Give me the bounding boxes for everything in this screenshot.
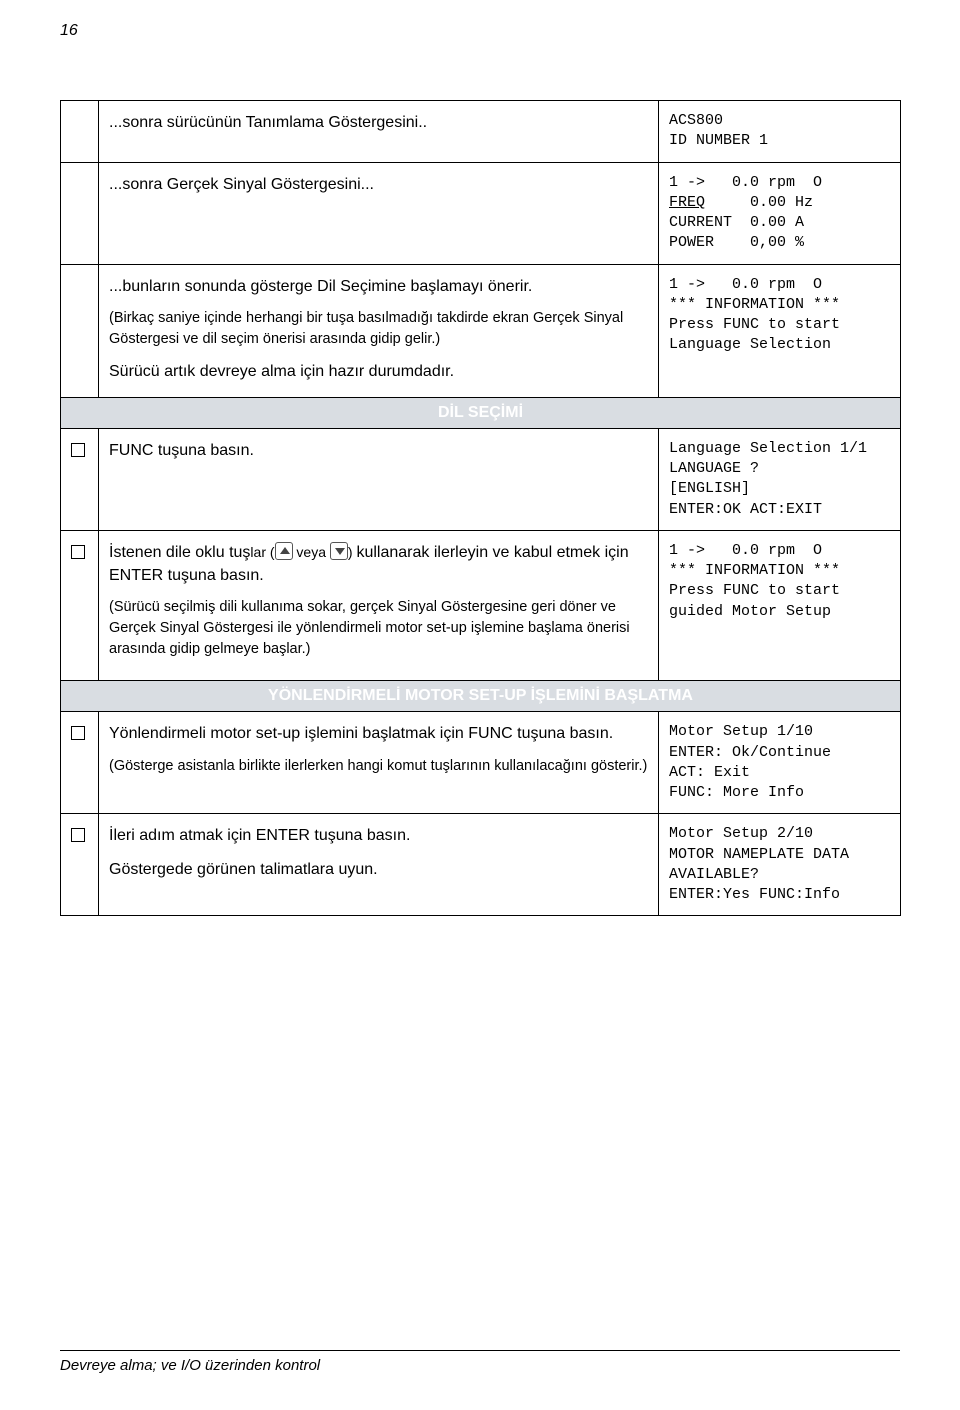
footer-text: Devreye alma; ve I/O üzerinden kontrol	[60, 1350, 900, 1374]
content-area: ...sonra sürücünün Tanımlama Göstergesin…	[60, 100, 900, 916]
checkbox-icon	[71, 828, 85, 842]
checkbox-icon	[71, 545, 85, 559]
checkbox-cell	[61, 814, 99, 916]
instruction-cell: ...sonra sürücünün Tanımlama Göstergesin…	[99, 101, 659, 163]
display-cell: Motor Setup 1/10 ENTER: Ok/Continue ACT:…	[659, 712, 901, 814]
checkbox-cell	[61, 264, 99, 397]
display-text: Language Selection 1/1 LANGUAGE ? [ENGLI…	[669, 439, 890, 520]
checkbox-icon	[71, 443, 85, 457]
display-text: Motor Setup 1/10 ENTER: Ok/Continue ACT:…	[669, 722, 890, 803]
instruction-cell: Yönlendirmeli motor set-up işlemini başl…	[99, 712, 659, 814]
instruction-note: (Gösterge asistanla birlikte ilerlerken …	[109, 756, 648, 777]
arrow-down-icon	[330, 542, 348, 560]
display-text: 1 -> 0.0 rpm O *** INFORMATION *** Press…	[669, 275, 890, 356]
instruction-text: Göstergede görünen talimatlara uyun.	[109, 858, 648, 881]
instruction-text: İleri adım atmak için ENTER tuşuna basın…	[109, 824, 648, 847]
display-cell: ACS800 ID NUMBER 1	[659, 101, 901, 163]
checkbox-cell	[61, 162, 99, 264]
display-cell: 1 -> 0.0 rpm O *** INFORMATION *** Press…	[659, 530, 901, 680]
instruction-cell: İstenen dile oklu tuşlar ( veya ) kullan…	[99, 530, 659, 680]
instruction-cell: ...sonra Gerçek Sinyal Göstergesini...	[99, 162, 659, 264]
instruction-text: ...sonra sürücünün Tanımlama Göstergesin…	[109, 111, 648, 134]
page-number: 16	[60, 22, 78, 40]
display-text: Motor Setup 2/10 MOTOR NAMEPLATE DATA AV…	[669, 824, 890, 905]
instruction-text: İstenen dile oklu tuşlar ( veya ) kullan…	[109, 541, 648, 587]
display-cell: Motor Setup 2/10 MOTOR NAMEPLATE DATA AV…	[659, 814, 901, 916]
instruction-table: ...sonra sürücünün Tanımlama Göstergesin…	[60, 100, 901, 916]
instruction-note: (Birkaç saniye içinde herhangi bir tuşa …	[109, 308, 648, 350]
instruction-cell: FUNC tuşuna basın.	[99, 428, 659, 530]
instruction-note: (Sürücü seçilmiş dili kullanıma sokar, g…	[109, 597, 648, 660]
section-header: YÖNLENDİRMELİ MOTOR SET-UP İŞLEMİNİ BAŞL…	[61, 681, 901, 712]
instruction-text: FUNC tuşuna basın.	[109, 439, 648, 462]
display-cell: Language Selection 1/1 LANGUAGE ? [ENGLI…	[659, 428, 901, 530]
section-header: DİL SEÇİMİ	[61, 397, 901, 428]
arrow-up-icon	[275, 542, 293, 560]
display-text: ACS800 ID NUMBER 1	[669, 111, 890, 152]
instruction-text: ...bunların sonunda gösterge Dil Seçimin…	[109, 275, 648, 298]
display-text: 1 -> 0.0 rpm O FREQ 0.00 Hz CURRENT 0.00…	[669, 173, 890, 254]
instruction-text: ...sonra Gerçek Sinyal Göstergesini...	[109, 173, 648, 196]
checkbox-cell	[61, 530, 99, 680]
instruction-text: Sürücü artık devreye alma için hazır dur…	[109, 360, 648, 383]
instruction-text: Yönlendirmeli motor set-up işlemini başl…	[109, 722, 648, 745]
display-cell: 1 -> 0.0 rpm O *** INFORMATION *** Press…	[659, 264, 901, 397]
checkbox-cell	[61, 428, 99, 530]
display-cell: 1 -> 0.0 rpm O FREQ 0.00 Hz CURRENT 0.00…	[659, 162, 901, 264]
instruction-cell: ...bunların sonunda gösterge Dil Seçimin…	[99, 264, 659, 397]
checkbox-cell	[61, 101, 99, 163]
checkbox-icon	[71, 726, 85, 740]
instruction-cell: İleri adım atmak için ENTER tuşuna basın…	[99, 814, 659, 916]
checkbox-cell	[61, 712, 99, 814]
display-text: 1 -> 0.0 rpm O *** INFORMATION *** Press…	[669, 541, 890, 622]
